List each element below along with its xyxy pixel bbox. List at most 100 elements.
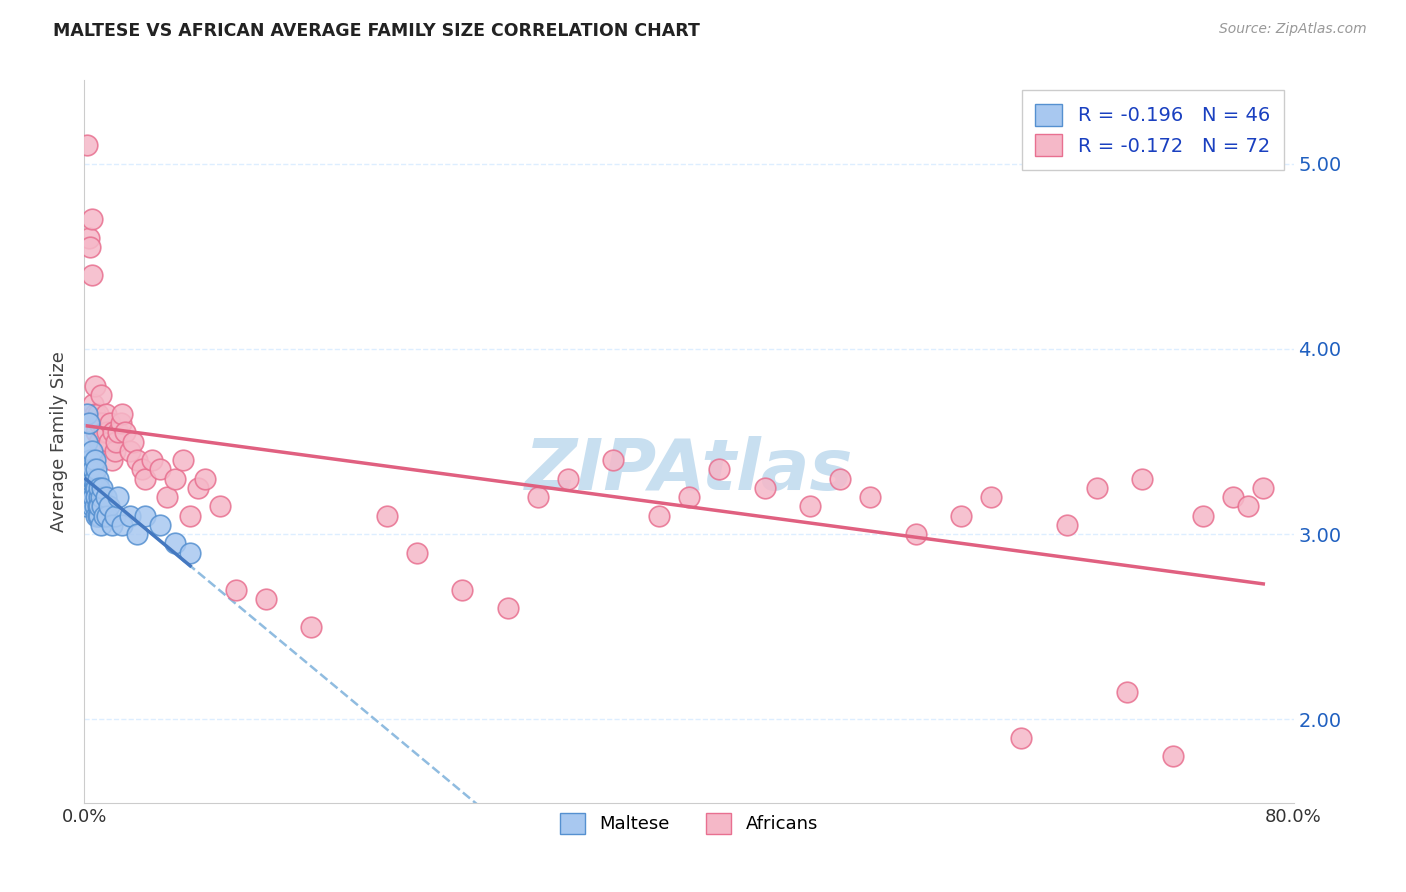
Point [187,481,209,495]
Point [527,490,550,504]
Point [406,546,429,560]
Point [97,500,120,514]
Point [1222,490,1244,504]
Point [84,472,107,486]
Point [80,212,103,227]
Point [89,508,111,523]
Point [91,500,114,514]
Point [77,231,100,245]
Point [86,416,108,430]
Point [165,536,187,550]
Point [84,407,107,421]
Point [87,407,110,421]
Point [118,443,141,458]
Point [89,481,111,495]
Point [179,508,201,523]
Point [114,425,136,440]
Point [90,490,112,504]
Point [1085,481,1108,495]
Point [82,472,104,486]
Point [149,462,172,476]
Point [1011,731,1033,745]
Point [86,481,108,495]
Legend: Maltese, Africans: Maltese, Africans [546,798,832,848]
Point [101,425,124,440]
Point [1253,481,1275,495]
Point [1237,500,1260,514]
Point [94,407,117,421]
Point [104,508,127,523]
Point [165,472,187,486]
Point [77,416,100,430]
Point [1056,517,1078,532]
Point [134,472,156,486]
Point [94,490,117,504]
Point [87,508,110,523]
Point [76,138,98,153]
Point [754,481,776,495]
Point [709,462,731,476]
Point [89,416,111,430]
Point [96,425,118,440]
Text: Source: ZipAtlas.com: Source: ZipAtlas.com [1219,22,1367,37]
Point [79,490,101,504]
Point [84,379,107,393]
Point [111,517,134,532]
Point [100,517,122,532]
Point [79,240,101,254]
Point [90,517,112,532]
Point [82,462,104,476]
Point [950,508,973,523]
Text: ZIPAtlas: ZIPAtlas [524,436,853,505]
Point [89,490,111,504]
Point [678,490,700,504]
Point [451,582,474,597]
Point [86,508,108,523]
Point [121,434,143,449]
Point [1116,684,1139,698]
Point [76,434,98,449]
Point [93,425,115,440]
Point [84,481,107,495]
Point [1130,472,1153,486]
Point [84,453,107,467]
Point [557,472,579,486]
Point [90,388,112,402]
Point [80,472,103,486]
Point [254,592,277,607]
Point [97,434,120,449]
Point [110,416,132,430]
Point [80,443,103,458]
Point [118,508,141,523]
Point [87,472,110,486]
Point [980,490,1002,504]
Point [225,582,247,597]
Point [105,434,128,449]
Point [96,508,118,523]
Point [80,500,103,514]
Point [80,268,103,282]
Point [86,490,108,504]
Point [141,453,163,467]
Point [82,490,104,504]
Text: MALTESE VS AFRICAN AVERAGE FAMILY SIZE CORRELATION CHART: MALTESE VS AFRICAN AVERAGE FAMILY SIZE C… [53,22,700,40]
Point [93,508,115,523]
Point [76,407,98,421]
Point [299,620,322,634]
Point [91,416,114,430]
Point [799,500,821,514]
Point [79,453,101,467]
Point [75,500,97,514]
Point [209,500,232,514]
Point [91,481,114,495]
Point [602,453,624,467]
Point [107,425,129,440]
Point [82,397,104,411]
Point [1192,508,1215,523]
Point [86,462,108,476]
Point [89,434,111,449]
Point [104,443,127,458]
Point [131,462,153,476]
Point [859,490,882,504]
Point [194,472,217,486]
